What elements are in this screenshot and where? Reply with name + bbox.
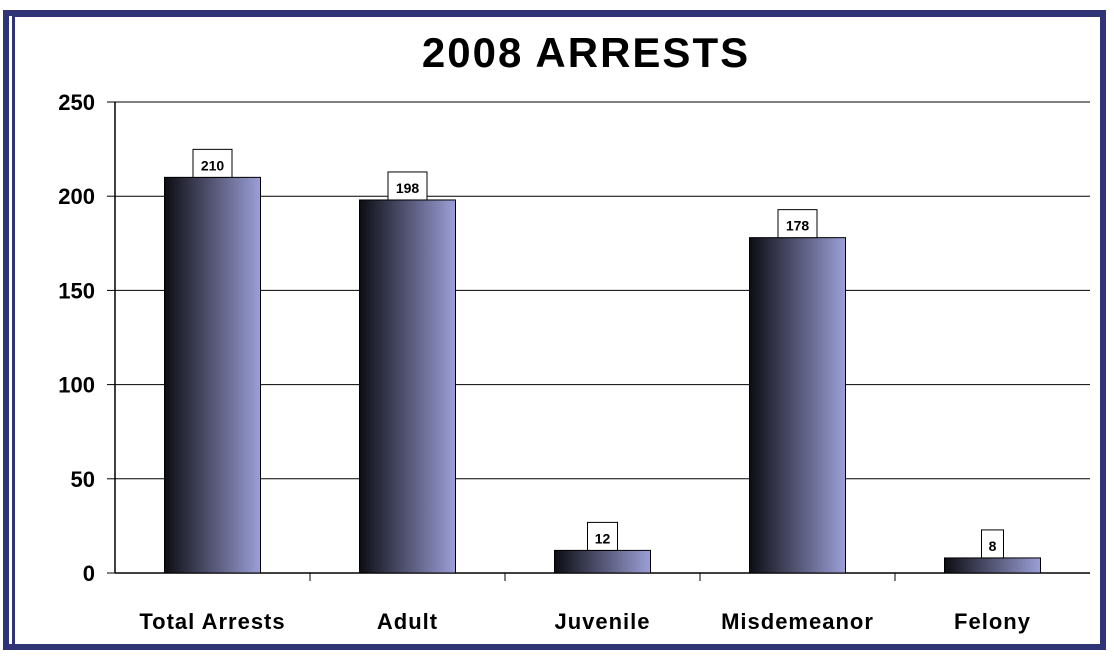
category-label: Misdemeanor (721, 609, 874, 634)
category-label: Juvenile (554, 609, 650, 634)
category-label: Adult (377, 609, 438, 634)
bar (944, 557, 1041, 574)
chart-inner-border (12, 14, 1103, 648)
data-label-box (587, 521, 618, 551)
y-tick-label: 250 (58, 90, 95, 115)
data-label-box (192, 148, 233, 178)
y-tick-label: 200 (58, 184, 95, 209)
data-label: 8 (989, 538, 997, 554)
data-label-box (777, 209, 818, 239)
category-label: Felony (954, 609, 1031, 634)
y-tick-label: 100 (58, 373, 95, 398)
category-label: Total Arrests (139, 609, 285, 634)
grid-lines (115, 101, 1090, 480)
bar (359, 199, 456, 574)
bar (554, 549, 651, 574)
y-tick-label: 50 (71, 467, 95, 492)
bars (164, 176, 1041, 574)
data-label: 198 (396, 180, 420, 196)
data-label: 178 (786, 218, 810, 234)
bar (749, 237, 846, 574)
bar (164, 176, 261, 574)
data-label: 210 (201, 157, 225, 173)
data-label-box (981, 529, 1004, 559)
data-label: 12 (595, 530, 611, 546)
data-label-box (387, 171, 428, 201)
y-tick-label: 150 (58, 278, 95, 303)
y-tick-label: 0 (83, 561, 95, 586)
chart-title: 2008 ARRESTS (422, 29, 750, 76)
labels: 0 50 100 150 200 250 210 Total Arrests 198 Adult 1… (58, 90, 1031, 634)
